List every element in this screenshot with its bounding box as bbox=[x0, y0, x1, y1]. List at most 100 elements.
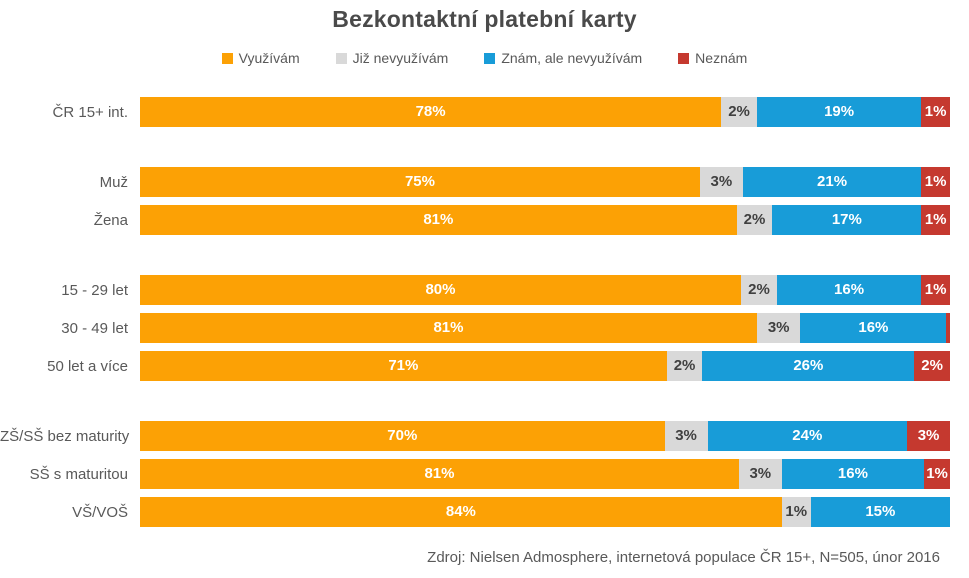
bar-row: 30 - 49 let 81% 3% 16% bbox=[0, 313, 969, 343]
bar-segment-jiz-nevyuzivam: 1% bbox=[781, 497, 811, 527]
bar-group: ČR 15+ int. 78% 2% 19% 1% bbox=[0, 97, 969, 127]
chart-title: Bezkontaktní platební karty bbox=[332, 6, 637, 32]
bar-row: 50 let a více 71% 2% 26% 2% bbox=[0, 351, 969, 381]
bar-segment-vyuzivam: 75% bbox=[140, 167, 700, 197]
source-note: Zdroj: Nielsen Admosphere, internetová p… bbox=[427, 549, 940, 566]
bar-segment-vyuzivam: 78% bbox=[140, 97, 722, 127]
bar-segment-znam-ale-nevyuzivam: 26% bbox=[702, 351, 915, 381]
legend: Využívám Již nevyužívám Znám, ale nevyužív… bbox=[0, 49, 969, 67]
bar-segment-znam-ale-nevyuzivam: 19% bbox=[756, 97, 922, 127]
stacked-bar: 71% 2% 26% 2% bbox=[140, 351, 950, 381]
segment-value-label: 1% bbox=[924, 103, 947, 120]
segment-value-label: 19% bbox=[824, 103, 855, 120]
bar-segment-jiz-nevyuzivam: 2% bbox=[721, 97, 757, 127]
legend-label: Využívám bbox=[238, 50, 300, 66]
segment-value-label: 1% bbox=[924, 173, 947, 190]
segment-value-label: 3% bbox=[749, 465, 772, 482]
bar-row: 15 - 29 let 80% 2% 16% 1% bbox=[0, 275, 969, 305]
bar-row: SŠ s maturitou 81% 3% 16% 1% bbox=[0, 459, 969, 489]
segment-value-label: 2% bbox=[673, 357, 696, 374]
legend-item-neznam: Neznám bbox=[678, 50, 747, 66]
bar-row: VŠ/VOŠ 84% 1% 15% bbox=[0, 497, 969, 527]
legend-swatch-icon bbox=[678, 52, 690, 64]
bar-segment-vyuzivam: 70% bbox=[140, 421, 665, 451]
segment-value-label: 2% bbox=[748, 281, 770, 298]
category-label: 50 let a více bbox=[47, 357, 128, 375]
segment-value-label: 81% bbox=[433, 319, 464, 336]
bar-segment-neznam: 1% bbox=[921, 167, 950, 197]
segment-value-label: 1% bbox=[924, 281, 947, 298]
segment-value-label: 24% bbox=[792, 427, 823, 444]
bar-groups: ČR 15+ int. 78% 2% 19% 1% Muž 75% 3% 21% 1% Žena 81… bbox=[0, 97, 969, 527]
segment-value-label: 71% bbox=[388, 357, 419, 374]
bar-segment-znam-ale-nevyuzivam: 21% bbox=[742, 167, 922, 197]
stacked-bar: 81% 3% 16% 1% bbox=[140, 459, 951, 489]
legend-swatch-icon bbox=[221, 52, 233, 64]
stacked-bar: 78% 2% 19% 1% bbox=[140, 97, 950, 127]
category-label: Muž bbox=[99, 173, 128, 191]
category-label: SŠ s maturitou bbox=[29, 465, 128, 483]
segment-value-label: 84% bbox=[445, 503, 476, 520]
segment-value-label: 16% bbox=[837, 465, 868, 482]
bar-segment-vyuzivam: 81% bbox=[140, 313, 757, 343]
bar-group: 15 - 29 let 80% 2% 16% 1% 30 - 49 let 81% 3% 16%… bbox=[0, 275, 969, 381]
bar-group: Muž 75% 3% 21% 1% Žena 81% 2% 17% 1% bbox=[0, 167, 969, 235]
segment-value-label: 1% bbox=[926, 465, 948, 482]
bar-segment-znam-ale-nevyuzivam: 17% bbox=[772, 205, 922, 235]
segment-value-label: 2% bbox=[728, 103, 750, 120]
category-label: ZŠ/SŠ bez maturity bbox=[0, 427, 130, 445]
bar-segment-znam-ale-nevyuzivam: 16% bbox=[781, 459, 925, 489]
segment-value-label: 2% bbox=[743, 211, 766, 228]
segment-value-label: 1% bbox=[785, 503, 808, 520]
bar-segment-jiz-nevyuzivam: 2% bbox=[736, 205, 773, 235]
legend-item-znam-ale-nevyuzivam: Znám, ale nevyužívám bbox=[484, 50, 642, 66]
bar-segment-znam-ale-nevyuzivam: 24% bbox=[707, 421, 908, 451]
bar-segment-neznam: 3% bbox=[907, 421, 951, 451]
bar-segment-jiz-nevyuzivam: 2% bbox=[666, 351, 703, 381]
category-label: VŠ/VOŠ bbox=[72, 503, 128, 521]
segment-value-label: 75% bbox=[404, 173, 435, 190]
bar-segment-neznam: 1% bbox=[921, 97, 950, 127]
segment-value-label: 3% bbox=[917, 427, 940, 444]
bar-segment-vyuzivam: 71% bbox=[140, 351, 667, 381]
segment-value-label: 1% bbox=[924, 211, 947, 228]
segment-value-label: 21% bbox=[817, 173, 848, 190]
stacked-bar: 81% 3% 16% bbox=[140, 313, 950, 343]
category-label: 30 - 49 let bbox=[61, 319, 128, 337]
bar-segment-vyuzivam: 81% bbox=[140, 205, 737, 235]
bar-segment-znam-ale-nevyuzivam: 16% bbox=[800, 313, 947, 343]
bar-segment-neznam bbox=[946, 313, 950, 343]
legend-swatch-icon bbox=[335, 52, 347, 64]
stacked-bar: 84% 1% 15% bbox=[140, 497, 950, 527]
bar-segment-vyuzivam: 81% bbox=[140, 459, 739, 489]
stacked-bar: 80% 2% 16% 1% bbox=[140, 275, 950, 305]
bar-segment-vyuzivam: 84% bbox=[140, 497, 782, 527]
bar-segment-znam-ale-nevyuzivam: 16% bbox=[776, 275, 922, 305]
category-label: 15 - 29 let bbox=[61, 281, 128, 299]
stacked-bar: 75% 3% 21% 1% bbox=[140, 167, 950, 197]
bar-row: ČR 15+ int. 78% 2% 19% 1% bbox=[0, 97, 969, 127]
segment-value-label: 81% bbox=[423, 211, 454, 228]
bar-segment-neznam: 1% bbox=[921, 205, 950, 235]
segment-value-label: 80% bbox=[425, 281, 456, 298]
legend-label: Znám, ale nevyužívám bbox=[501, 50, 643, 66]
segment-value-label: 3% bbox=[710, 173, 733, 190]
bar-segment-neznam: 1% bbox=[921, 275, 950, 305]
legend-item-vyuzivam: Využívám bbox=[221, 50, 300, 66]
segment-value-label: 78% bbox=[415, 103, 446, 120]
segment-value-label: 81% bbox=[424, 465, 455, 482]
segment-value-label: 3% bbox=[767, 319, 790, 336]
segment-value-label: 16% bbox=[834, 281, 865, 298]
bar-segment-jiz-nevyuzivam: 2% bbox=[740, 275, 777, 305]
segment-value-label: 17% bbox=[831, 211, 862, 228]
legend-label: Neznám bbox=[695, 50, 748, 66]
bar-row: Muž 75% 3% 21% 1% bbox=[0, 167, 969, 197]
bar-segment-jiz-nevyuzivam: 3% bbox=[699, 167, 743, 197]
category-label: Žena bbox=[93, 211, 128, 229]
segment-value-label: 26% bbox=[793, 357, 824, 374]
bar-row: Žena 81% 2% 17% 1% bbox=[0, 205, 969, 235]
bar-segment-jiz-nevyuzivam: 3% bbox=[756, 313, 801, 343]
segment-value-label: 2% bbox=[921, 357, 943, 374]
bar-segment-neznam: 1% bbox=[924, 459, 951, 489]
